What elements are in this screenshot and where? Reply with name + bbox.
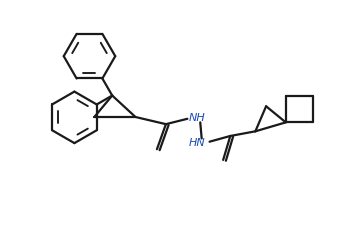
Text: NH: NH bbox=[189, 113, 206, 123]
Text: HN: HN bbox=[189, 138, 206, 148]
